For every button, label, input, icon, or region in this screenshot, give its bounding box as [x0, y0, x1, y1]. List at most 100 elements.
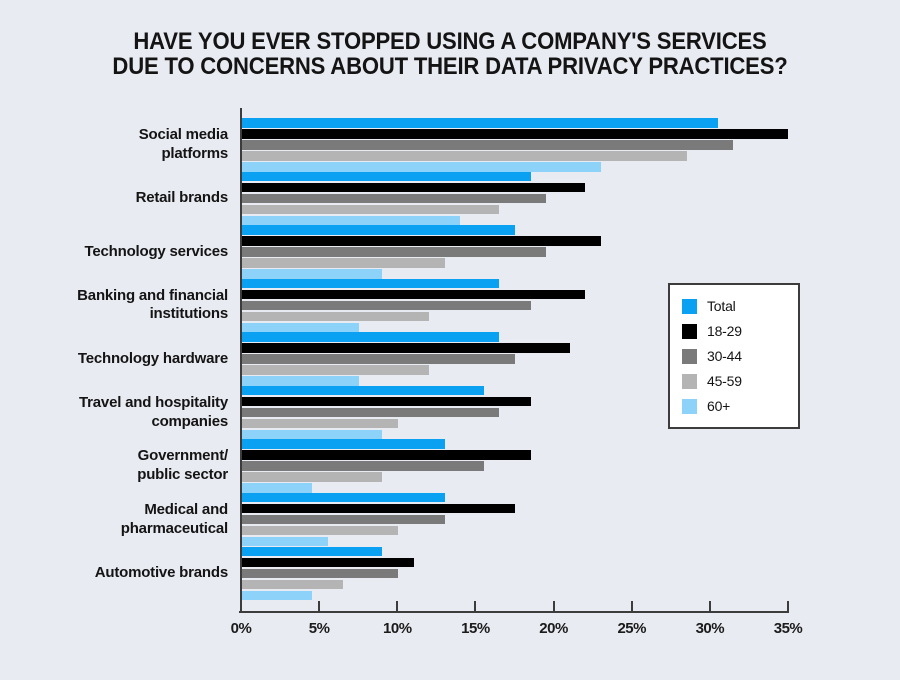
category-label: Automotive brands: [94, 563, 228, 581]
x-axis-tick: [787, 601, 789, 611]
bar-total: [242, 492, 445, 503]
bar-30-44: [242, 140, 734, 150]
chart-title: HAVE YOU EVER STOPPED USING A COMPANY'S …: [36, 28, 864, 80]
bar-18-29: [242, 289, 586, 300]
category-label: Technology hardware: [77, 349, 228, 367]
bar-total: [242, 332, 500, 342]
x-axis-tick-label: 30%: [695, 620, 725, 637]
bar-45-59: [242, 365, 430, 375]
bar-18-29: [242, 503, 515, 514]
bar-18-29: [242, 343, 570, 353]
bar-total: [242, 225, 515, 235]
legend-label: 60+: [707, 398, 731, 414]
bar-60-: [242, 590, 313, 600]
bar-stack: [240, 546, 788, 600]
legend-swatch-icon: [682, 323, 697, 339]
bar-group: Travel and hospitality companies: [0, 385, 788, 440]
x-axis-tick-labels: 0% 5% 10% 15% 20% 25% 30% 35%: [231, 620, 803, 642]
bar-18-29: [242, 557, 414, 567]
bar-stack: [240, 225, 788, 279]
bar-45-59: [242, 579, 344, 589]
bar-45-59: [242, 258, 445, 268]
x-axis-tick-label: 35%: [773, 620, 803, 637]
bar-total: [242, 278, 500, 289]
legend-item: Total: [682, 298, 786, 314]
x-axis-tick-label: 25%: [617, 620, 646, 637]
bar-18-29: [242, 182, 586, 193]
bar-30-44: [242, 300, 531, 311]
bar-60-: [242, 376, 359, 386]
x-axis-tick: [630, 601, 633, 611]
category-label: Government/ public sector: [137, 447, 228, 484]
bar-45-59: [242, 204, 500, 215]
bar-60-: [242, 483, 313, 493]
category-label: Retail brands: [135, 188, 229, 206]
bar-30-44: [242, 193, 547, 204]
category-label: Banking and financial institutions: [77, 286, 228, 323]
bar-60-: [242, 429, 383, 440]
x-axis-tick-label: 5%: [308, 620, 330, 637]
bar-total: [242, 439, 445, 449]
bar-45-59: [242, 472, 383, 482]
bar-18-29: [242, 396, 531, 407]
bar-30-44: [242, 461, 484, 471]
bar-30-44: [242, 514, 445, 525]
bar-30-44: [242, 568, 398, 578]
bar-60-: [242, 322, 359, 333]
x-axis-tick: [396, 601, 399, 611]
category-label: Medical and pharmaceutical: [120, 500, 228, 537]
bar-30-44: [242, 247, 547, 257]
bar-total: [242, 118, 718, 128]
category-label: Social media platforms: [138, 126, 229, 162]
x-axis-tick: [474, 601, 477, 611]
legend-label: 30-44: [707, 348, 742, 364]
bar-30-44: [242, 354, 515, 364]
bar-stack: [240, 118, 788, 172]
bar-stack: [240, 385, 788, 440]
bar-group: Medical and pharmaceutical: [0, 492, 788, 547]
bar-stack: [240, 492, 788, 547]
x-axis-line: [239, 611, 789, 613]
x-axis-tick-label: 0%: [230, 620, 252, 637]
legend-label: Total: [707, 298, 736, 314]
bar-group: Automotive brands: [0, 546, 788, 600]
x-axis-tick: [552, 601, 555, 611]
category-label: Technology services: [84, 242, 229, 260]
legend-item: 60+: [682, 398, 786, 414]
legend-swatch-icon: [682, 373, 697, 389]
bar-stack: [240, 278, 788, 333]
bar-60-: [242, 269, 383, 279]
bar-group: Technology hardware: [0, 332, 788, 386]
legend-swatch-icon: [682, 298, 697, 314]
legend-swatch-icon: [682, 398, 697, 414]
legend-item: 30-44: [682, 348, 786, 364]
legend: Total 18-29 30-44 45-59 60+: [668, 283, 800, 429]
x-axis-tick: [708, 601, 711, 611]
bar-group: Banking and financial institutions: [0, 278, 788, 333]
x-axis-ticks: [241, 601, 789, 611]
legend-label: 18-29: [707, 323, 742, 339]
bar-60-: [242, 162, 601, 172]
bar-60-: [242, 215, 461, 226]
x-axis-tick: [318, 601, 321, 611]
bar-45-59: [242, 151, 687, 161]
y-axis-line: [240, 108, 242, 613]
category-label: Travel and hospitality companies: [79, 393, 228, 430]
bar-18-29: [242, 129, 788, 139]
legend-swatch-icon: [682, 348, 697, 364]
chart-title-line1: HAVE YOU EVER STOPPED USING A COMPANY'S …: [133, 28, 767, 55]
legend-item: 18-29: [682, 323, 786, 339]
bar-60-: [242, 536, 328, 547]
x-axis-tick-label: 10%: [383, 620, 412, 637]
bar-45-59: [242, 311, 430, 322]
legend-item: 45-59: [682, 373, 786, 389]
bar-stack: [240, 439, 788, 493]
x-axis-tick-label: 20%: [539, 620, 568, 637]
bar-stack: [240, 171, 788, 226]
bar-group: Technology services: [0, 225, 788, 279]
bar-18-29: [242, 450, 531, 460]
bar-total: [242, 546, 383, 556]
bar-30-44: [242, 407, 500, 418]
bar-18-29: [242, 236, 601, 246]
